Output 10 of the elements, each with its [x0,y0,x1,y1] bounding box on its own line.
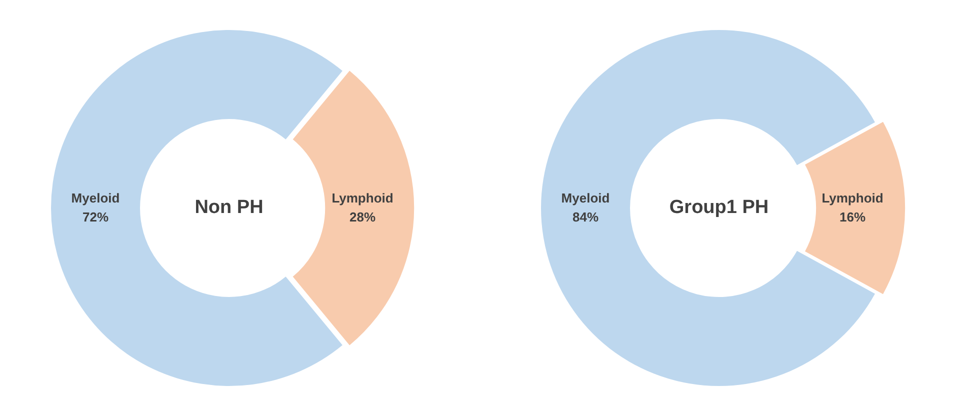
data-label: 28% [349,210,376,225]
slice-label: Lymphoid [822,190,884,206]
slice-label: Myeloid [71,190,120,206]
slice-label: Lymphoid [332,190,394,206]
data-label: 16% [839,210,866,225]
text: Group1 PH [669,197,769,218]
slice-label: Myeloid [561,190,610,206]
text: Non PH [194,197,264,218]
data-label: 72% [82,210,109,225]
data-label: 84% [572,210,599,225]
